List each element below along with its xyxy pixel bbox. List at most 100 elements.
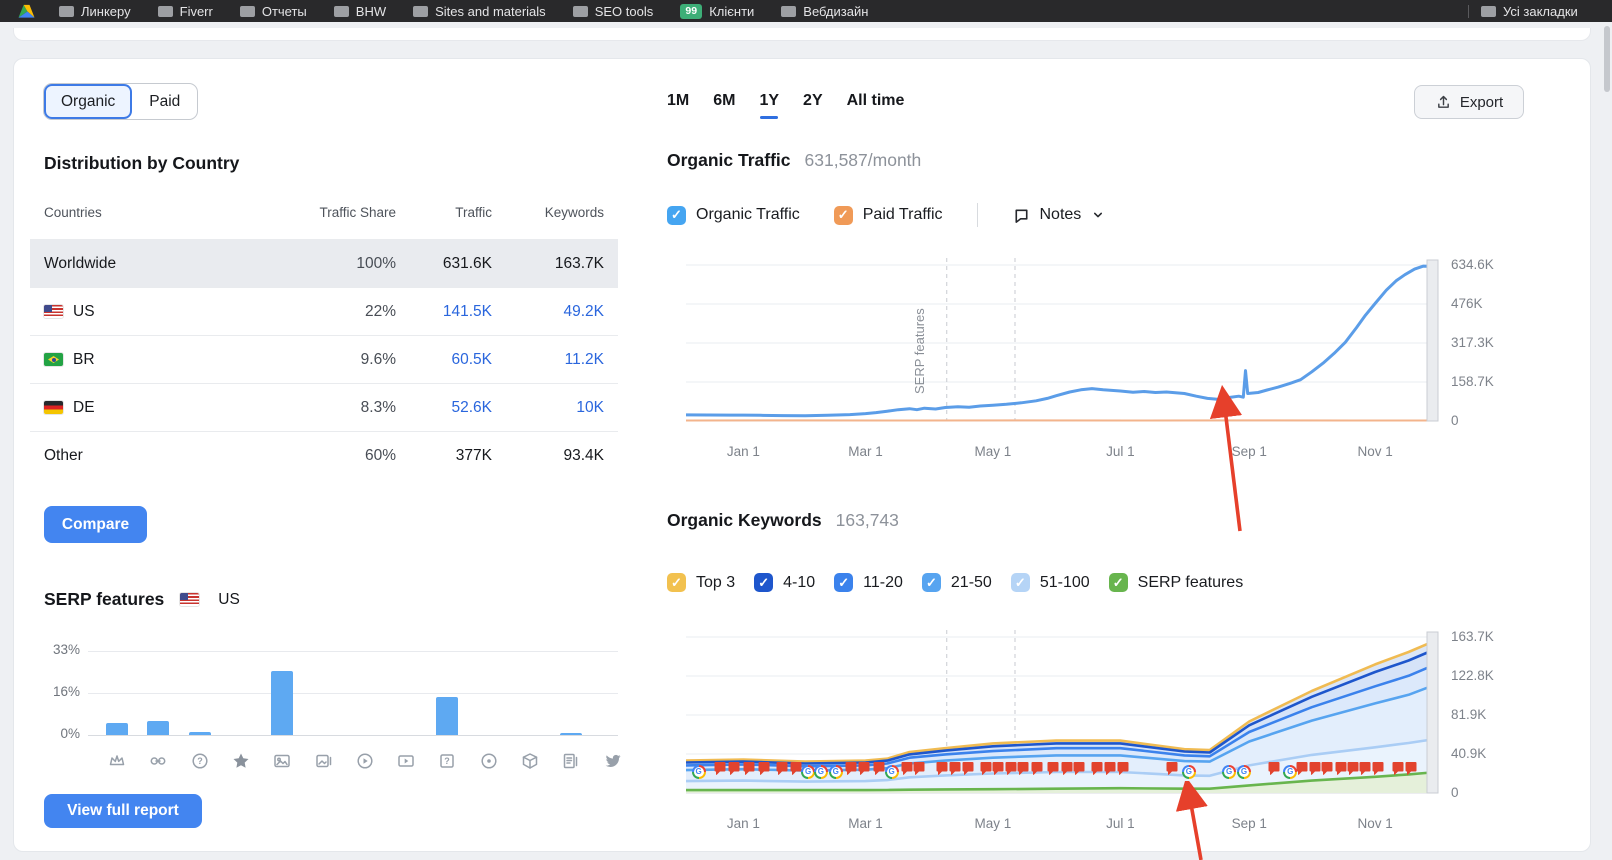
tab-all-time[interactable]: All time	[846, 92, 905, 109]
note-flag-marker[interactable]	[1005, 761, 1017, 781]
traffic-value[interactable]: 60.5K	[451, 350, 492, 368]
note-flag-marker[interactable]	[776, 761, 788, 781]
legend-label: Organic Traffic	[696, 206, 800, 223]
tab-1m[interactable]: 1M	[667, 92, 690, 109]
google-favicon-marker[interactable]: G	[884, 765, 899, 779]
bookmark-item[interactable]: Fiverr	[157, 3, 213, 19]
x-axis-label: Nov 1	[1357, 444, 1393, 459]
google-favicon-marker[interactable]: G	[801, 765, 816, 779]
legend-checkbox-paid-traffic[interactable]: ✓ Paid Traffic	[833, 205, 943, 225]
note-flag-marker[interactable]	[1166, 761, 1178, 781]
keywords-value[interactable]: 49.2K	[563, 302, 604, 320]
google-favicon-marker[interactable]: G	[1237, 765, 1251, 779]
note-flag-marker[interactable]	[1321, 761, 1333, 781]
y-axis-label: 33%	[52, 642, 80, 657]
keywords-value[interactable]: 10K	[576, 398, 604, 416]
table-row[interactable]: Other 60% 377K 93.4K	[30, 431, 618, 479]
view-full-report-button[interactable]: View full report	[44, 794, 202, 828]
note-flag-marker[interactable]	[901, 761, 913, 781]
note-flag-marker[interactable]	[1268, 761, 1280, 781]
note-flag-marker[interactable]	[1359, 761, 1371, 781]
legend-checkbox-top-3[interactable]: ✓ Top 3	[667, 573, 735, 592]
google-g: G	[830, 767, 841, 777]
legend-checkbox-organic-traffic[interactable]: ✓ Organic Traffic	[667, 205, 800, 225]
note-flag-marker[interactable]	[743, 761, 755, 781]
note-flag-marker[interactable]	[1091, 761, 1103, 781]
traffic-value[interactable]: 52.6K	[451, 398, 492, 416]
bookmark-all-bookmarks[interactable]: Усі закладки	[1481, 4, 1578, 19]
note-flag-marker[interactable]	[980, 761, 992, 781]
bookmark-item[interactable]: BHW	[333, 4, 386, 19]
note-flag-marker[interactable]	[873, 761, 885, 781]
legend-checkbox-21-50[interactable]: ✓ 21-50	[921, 573, 992, 592]
table-row[interactable]: BR 9.6% 60.5K 11.2K	[30, 335, 618, 383]
google-favicon-marker[interactable]: G	[1181, 765, 1196, 779]
note-flag-marker[interactable]	[790, 761, 802, 781]
serp-feature-bar	[188, 732, 211, 735]
bookmark-item[interactable]: SEO tools	[572, 4, 653, 19]
keywords-value[interactable]: 11.2K	[564, 350, 604, 368]
note-flag-marker[interactable]	[992, 761, 1004, 781]
bookmark-item[interactable]: Вебдизайн	[781, 4, 868, 19]
note-flag-marker[interactable]	[1347, 761, 1359, 781]
bookmark-item[interactable]: Линкеру	[59, 4, 131, 19]
google-favicon-marker[interactable]: G	[828, 765, 843, 779]
note-flag-marker[interactable]	[949, 761, 961, 781]
google-favicon-marker[interactable]: G	[813, 765, 828, 779]
note-flag-marker[interactable]	[1392, 761, 1404, 781]
note-flag-marker[interactable]	[858, 761, 870, 781]
legend-checkbox-11-20[interactable]: ✓ 11-20	[834, 573, 903, 592]
note-flag-marker[interactable]	[913, 761, 925, 781]
x-axis-label: Sep 1	[1231, 444, 1267, 459]
note-flag-marker[interactable]	[1073, 761, 1085, 781]
scrollbar[interactable]	[1604, 26, 1610, 92]
note-flag-marker[interactable]	[1372, 761, 1384, 781]
serp-feature-bar	[147, 720, 170, 735]
note-flag-marker[interactable]	[962, 761, 974, 781]
traffic-value[interactable]: 141.5K	[442, 302, 492, 320]
tab-6m[interactable]: 6M	[713, 92, 736, 109]
export-button[interactable]: Export	[1414, 85, 1524, 119]
note-flag-marker[interactable]	[1031, 761, 1043, 781]
note-flag-marker[interactable]	[1335, 761, 1347, 781]
table-row[interactable]: DE 8.3% 52.6K 10K	[30, 383, 618, 431]
note-flag-marker[interactable]	[1309, 761, 1321, 781]
note-flag-marker[interactable]	[1117, 761, 1129, 781]
google-favicon-marker[interactable]: G	[1222, 765, 1237, 779]
notes-dropdown[interactable]: Notes	[1012, 206, 1107, 225]
folder-icon	[1481, 5, 1496, 17]
tab-1y[interactable]: 1Y	[759, 92, 779, 119]
google-drive-icon[interactable]	[18, 4, 35, 19]
y-axis-label: 0%	[60, 726, 80, 741]
legend-checkbox-51-100[interactable]: ✓ 51-100	[1010, 573, 1090, 592]
legend-checkbox-4-10[interactable]: ✓ 4-10	[754, 573, 815, 592]
google-favicon-marker[interactable]: G	[1283, 765, 1298, 779]
note-flag-marker[interactable]	[728, 761, 740, 781]
bookmark-item[interactable]: Отчеты	[239, 4, 307, 19]
note-flag-marker[interactable]	[936, 761, 948, 781]
google-favicon-marker[interactable]: G	[691, 765, 706, 779]
toggle-option-organic[interactable]: Organic	[44, 84, 133, 119]
legend-checkbox-serp-features[interactable]: ✓ SERP features	[1108, 573, 1243, 592]
checkbox-icon: ✓	[1010, 573, 1030, 592]
note-flag-marker[interactable]	[1296, 761, 1308, 781]
note-flag-marker[interactable]	[845, 761, 857, 781]
bookmark-label: Fiverr	[179, 3, 213, 19]
bookmark-item[interactable]: 99 Клієнти	[680, 3, 754, 19]
note-flag-marker[interactable]	[758, 761, 770, 781]
checkbox-icon: ✓	[667, 573, 686, 592]
table-row[interactable]: Worldwide 100% 631.6K 163.7K	[30, 239, 618, 287]
compare-button[interactable]: Compare	[44, 506, 147, 543]
bookmark-item[interactable]: Sites and materials	[413, 4, 546, 19]
table-row[interactable]: US 22% 141.5K 49.2K	[30, 287, 618, 335]
bookmark-label: Линкеру	[81, 3, 131, 19]
note-flag-marker[interactable]	[1017, 761, 1029, 781]
note-flag-marker[interactable]	[714, 761, 726, 781]
tab-2y[interactable]: 2Y	[803, 92, 823, 109]
note-flag-marker[interactable]	[1104, 761, 1116, 781]
note-flag-marker[interactable]	[1061, 761, 1073, 781]
toggle-option-paid[interactable]: Paid	[149, 92, 181, 110]
country-name: US	[73, 302, 95, 320]
note-flag-marker[interactable]	[1047, 761, 1059, 781]
note-flag-marker[interactable]	[1405, 761, 1417, 781]
